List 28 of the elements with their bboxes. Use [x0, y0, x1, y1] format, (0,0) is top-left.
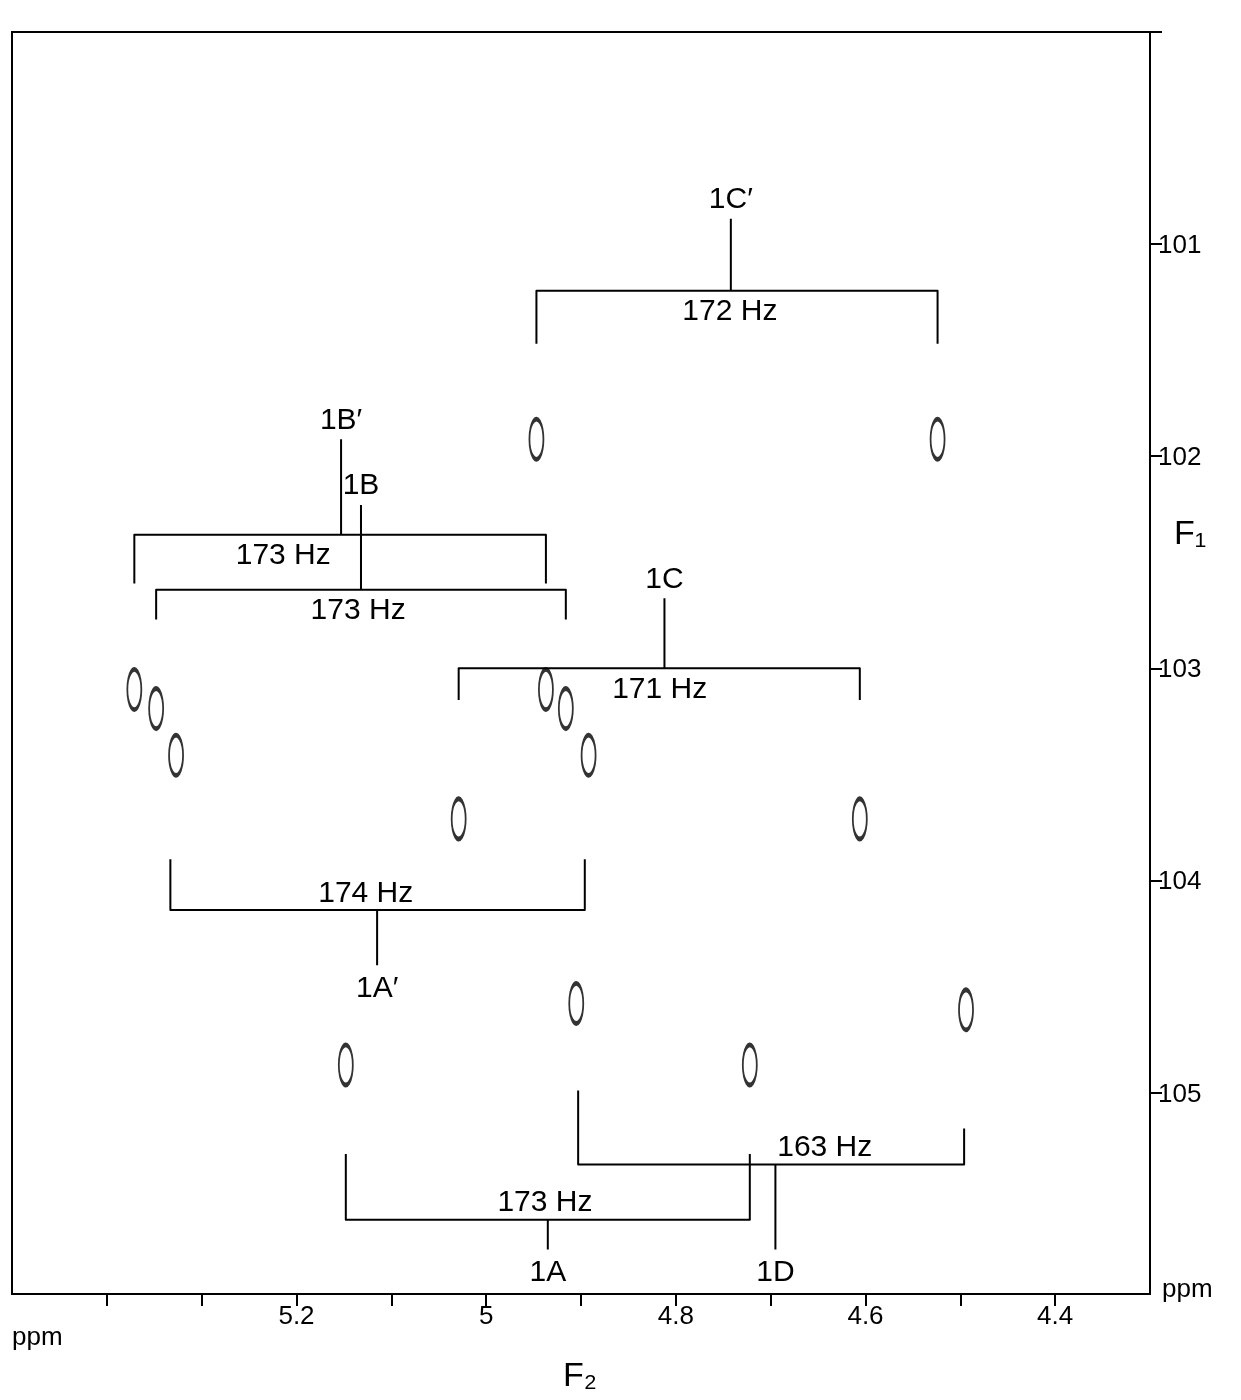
x-axis-title: F₂: [563, 1355, 597, 1393]
annotation: 173 Hz: [235, 537, 331, 571]
annotation: 1D: [756, 1253, 795, 1287]
annotation: 1A: [529, 1253, 567, 1287]
text: ppm: [12, 1321, 63, 1351]
y-tick-label: 102: [1158, 441, 1202, 472]
x-tick-label: 4.4: [1037, 1300, 1074, 1330]
y-tick-label: 105: [1158, 1077, 1202, 1108]
y-tick-label: 104: [1158, 865, 1202, 896]
x-tick-label: 4.6: [847, 1300, 884, 1330]
annotation: 1C: [645, 560, 684, 594]
annotation: 1C′: [708, 181, 754, 215]
y-tick-label: 101: [1158, 229, 1202, 260]
text: ppm: [1162, 1273, 1213, 1303]
x-tick-label: 4.8: [657, 1300, 694, 1330]
y-tick-label: 103: [1158, 653, 1202, 684]
annotation: 171 Hz: [612, 670, 708, 704]
annotation: 172 Hz: [682, 293, 778, 327]
x-tick-label: 5.2: [278, 1300, 315, 1330]
annotation: 173 Hz: [497, 1184, 593, 1218]
x-tick-label: 5: [478, 1300, 494, 1330]
annotation: 1B′: [319, 401, 363, 435]
annotation: 174 Hz: [318, 874, 414, 908]
annotation: 173 Hz: [310, 592, 406, 626]
y-axis-title: F₁: [1173, 513, 1207, 551]
annotation: 1B: [342, 467, 380, 501]
annotation: 1A′: [355, 969, 399, 1003]
annotation: 163 Hz: [777, 1129, 873, 1163]
